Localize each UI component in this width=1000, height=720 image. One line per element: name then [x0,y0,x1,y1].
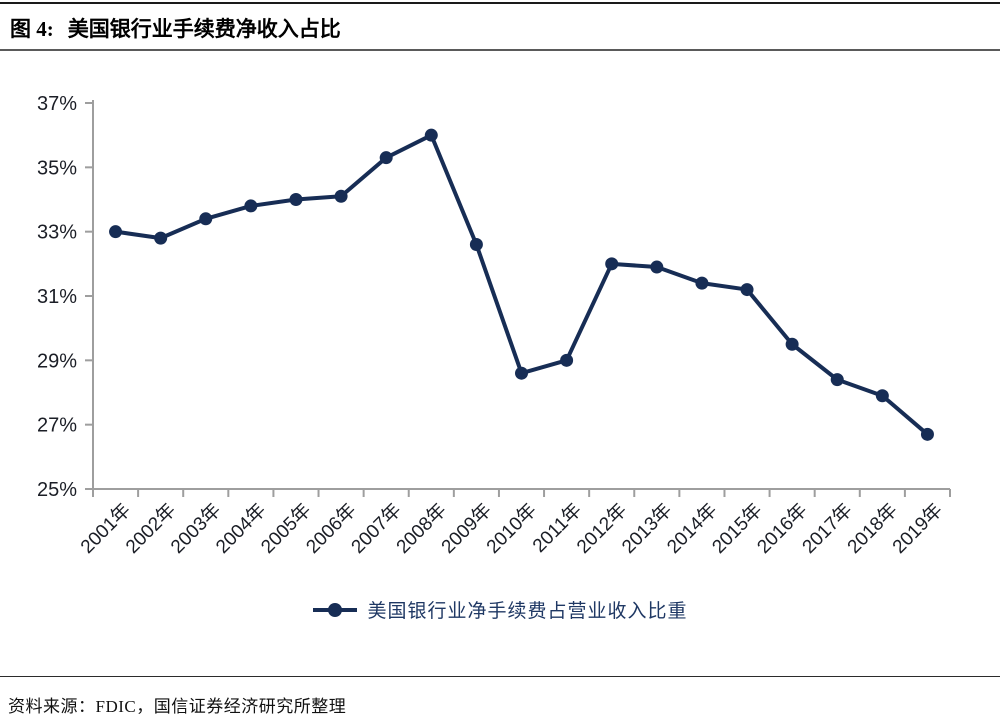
figure-number-label: 图 4: [10,17,54,41]
svg-text:2009年: 2009年 [437,499,496,558]
svg-text:2002年: 2002年 [121,499,180,558]
top-border-rule [0,2,1000,4]
svg-text:2013年: 2013年 [617,499,676,558]
svg-text:2015年: 2015年 [708,499,767,558]
source-note: 资料来源：FDIC，国信证券经济研究所整理 [8,697,347,716]
svg-text:2018年: 2018年 [843,499,902,558]
figure-title-text: 美国银行业手续费净收入占比 [67,17,341,41]
svg-text:2003年: 2003年 [166,499,225,558]
svg-text:27%: 27% [37,415,77,437]
svg-text:29%: 29% [37,350,77,372]
chart-legend: 美国银行业净手续费占营业收入比重 [0,596,1000,623]
svg-text:2006年: 2006年 [302,499,361,558]
svg-text:35%: 35% [37,157,77,179]
svg-text:2007年: 2007年 [347,499,406,558]
svg-text:2016年: 2016年 [753,499,812,558]
svg-text:2001年: 2001年 [76,499,135,558]
svg-text:25%: 25% [37,479,77,501]
svg-text:2019年: 2019年 [888,499,947,558]
title-divider-rule [0,49,1000,51]
legend-series-label: 美国银行业净手续费占营业收入比重 [367,601,688,622]
svg-text:2004年: 2004年 [212,499,271,558]
svg-text:2014年: 2014年 [663,499,722,558]
svg-text:2017年: 2017年 [798,499,857,558]
figure-title: 图 4: 美国银行业手续费净收入占比 [10,13,341,43]
svg-text:2012年: 2012年 [572,499,631,558]
svg-text:33%: 33% [37,222,77,244]
svg-text:2008年: 2008年 [392,499,451,558]
svg-text:2005年: 2005年 [257,499,316,558]
footer-divider-rule [0,676,1000,677]
svg-text:2010年: 2010年 [482,499,541,558]
svg-text:37%: 37% [37,93,77,115]
legend-line-marker-icon [313,602,358,617]
svg-text:31%: 31% [37,286,77,308]
line-chart: 37% 35% 33% 31% 29% 27% 25%2001年2002年2003年2004… [37,93,951,558]
